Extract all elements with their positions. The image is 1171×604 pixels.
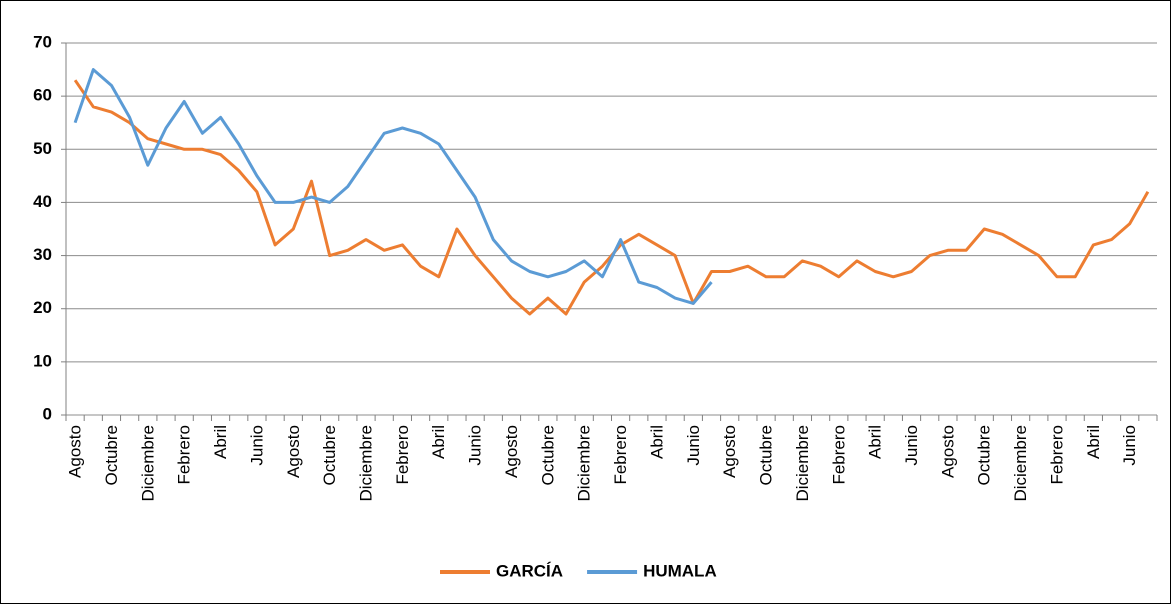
y-tick-label: 50: [33, 139, 52, 158]
y-tick-label: 0: [43, 404, 52, 423]
x-tick-label: Octubre: [320, 425, 339, 485]
y-tick-label: 20: [33, 298, 52, 317]
x-tick-label: Abril: [647, 425, 666, 459]
x-tick-label: Diciembre: [138, 425, 157, 502]
x-tick-label: Agosto: [66, 425, 85, 478]
x-tick-label: Diciembre: [575, 425, 594, 502]
x-tick-label: Diciembre: [1011, 425, 1030, 502]
legend-label: HUMALA: [643, 561, 717, 580]
y-tick-label: 10: [33, 351, 52, 370]
x-tick-label: Febrero: [393, 425, 412, 485]
x-tick-label: Febrero: [611, 425, 630, 485]
y-tick-label: 70: [33, 32, 52, 51]
x-tick-label: Febrero: [175, 425, 194, 485]
x-tick-label: Junio: [684, 425, 703, 466]
x-tick-label: Octubre: [757, 425, 776, 485]
x-tick-label: Octubre: [975, 425, 994, 485]
x-tick-label: Abril: [429, 425, 448, 459]
x-tick-label: Febrero: [829, 425, 848, 485]
x-tick-label: Octubre: [102, 425, 121, 485]
x-tick-label: Febrero: [1047, 425, 1066, 485]
x-tick-label: Abril: [866, 425, 885, 459]
legend-label: GARCÍA: [496, 561, 563, 580]
x-tick-label: Junio: [247, 425, 266, 466]
y-tick-label: 30: [33, 245, 52, 264]
x-tick-label: Agosto: [502, 425, 521, 478]
x-tick-label: Diciembre: [357, 425, 376, 502]
x-tick-label: Junio: [1120, 425, 1139, 466]
x-tick-label: Abril: [1084, 425, 1103, 459]
x-tick-label: Agosto: [938, 425, 957, 478]
x-tick-label: Junio: [902, 425, 921, 466]
y-tick-label: 60: [33, 86, 52, 105]
line: [73, 68, 713, 305]
x-tick-label: Diciembre: [793, 425, 812, 502]
x-tick-label: Agosto: [720, 425, 739, 478]
x-tick-label: Octubre: [538, 425, 557, 485]
y-tick-label: 40: [33, 192, 52, 211]
x-tick-label: Agosto: [284, 425, 303, 478]
x-tick-label: Abril: [211, 425, 230, 459]
x-tick-label: Junio: [466, 425, 485, 466]
